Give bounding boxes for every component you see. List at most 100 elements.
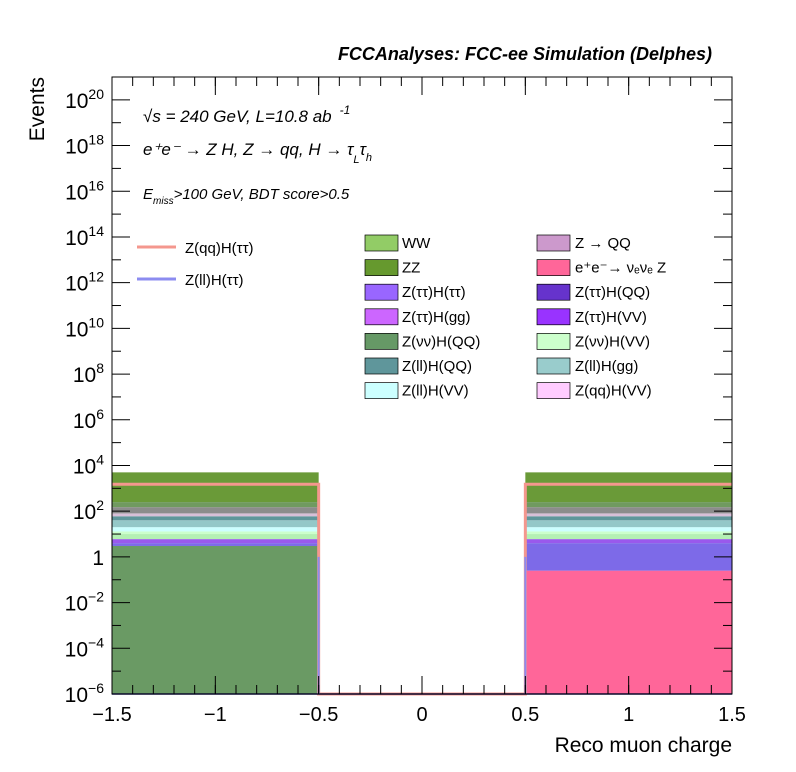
bar-segment (112, 534, 319, 540)
annotation-process: e⁺e⁻ → Z H, Z → qq, H → τLτh (143, 140, 372, 166)
annotation-energy-lumi: √s = 240 GeV, L=10.8 ab -1 (143, 103, 350, 126)
legend-fill-swatch (536, 333, 571, 350)
stacked-histogram (112, 472, 732, 694)
bar-segment (525, 507, 732, 514)
y-tick-exponent: 18 (88, 132, 104, 148)
bar-segment (112, 545, 319, 694)
x-tick-label: 0 (416, 704, 427, 726)
svg-text:e⁺e⁻ → Z H, Z → qq, H → τLτh: e⁺e⁻ → Z H, Z → qq, H → τLτh (143, 140, 372, 166)
bar-segment (525, 531, 732, 535)
bar-segment (112, 520, 319, 528)
y-tick-base: 10 (65, 227, 88, 250)
legend-label: Z(ττ)H(ττ) (402, 284, 466, 301)
legend: Z(qq)H(ττ) Z(ll)H(ττ) WW ZZ Z(ττ)H(ττ) Z(ττ)H… (137, 234, 666, 400)
bar-segment (525, 502, 732, 508)
annotation-selection: Emiss>100 GeV, BDT score>0.5 (143, 186, 350, 207)
x-tick-label: 1 (623, 704, 634, 726)
legend-fill-swatch (536, 234, 571, 252)
legend-label: Z(ττ)H(gg) (402, 309, 471, 326)
y-tick-label: 1016 (65, 177, 104, 204)
y-tick-label: 1018 (65, 132, 104, 159)
x-tick-label: 1.5 (718, 704, 746, 726)
legend-label: WW (402, 235, 431, 252)
y-tick-label: 10−6 (65, 680, 105, 707)
y-tick-exponent: −6 (88, 680, 104, 696)
axes: −1.5 −1 −0.5 0 0.5 1 1.51020101810161014101210… (65, 76, 746, 726)
y-tick-base: 10 (65, 273, 88, 296)
legend-fill-swatch (364, 357, 399, 375)
bar-segment (112, 513, 319, 517)
legend-label: Z(ττ)H(QQ) (575, 284, 650, 301)
bar-segment (112, 543, 319, 546)
bar-segment (112, 527, 319, 532)
legend-label: Z(qq)H(ττ) (185, 240, 254, 257)
legend-label: Z → QQ (575, 235, 631, 252)
legend-fill-swatch (364, 308, 399, 326)
energy-lumi-text: = 240 GeV, L=10.8 ab (161, 107, 332, 126)
x-tick-label: −0.5 (299, 704, 338, 726)
chart-title: FCCAnalyses: FCC-ee Simulation (Delphes) (338, 44, 712, 64)
svg-text:Emiss>100 GeV, BDT score>0.5: Emiss>100 GeV, BDT score>0.5 (143, 186, 350, 207)
y-tick-base: 10 (65, 181, 88, 204)
y-tick-label: 1020 (65, 86, 104, 113)
legend-label: Z(ll)H(gg) (575, 358, 638, 375)
legend-label: Z(νν)H(QQ) (402, 333, 480, 350)
y-tick-exponent: 12 (88, 269, 104, 285)
y-tick-base: 10 (65, 684, 88, 707)
tau-second: τ (360, 140, 368, 159)
y-tick-exponent: 14 (88, 223, 104, 239)
y-tick-exponent: 8 (96, 360, 104, 376)
y-tick-exponent: 4 (96, 451, 104, 467)
y-axis-label: Events (26, 77, 49, 141)
bar-segment (112, 502, 319, 508)
bar-segment (525, 472, 732, 503)
y-tick-exponent: 10 (88, 314, 104, 330)
y-tick-exponent: −4 (88, 634, 104, 650)
x-axis-label: Reco muon charge (555, 734, 732, 757)
y-tick-base: 10 (73, 410, 96, 433)
y-tick-base: 10 (65, 318, 88, 341)
y-tick-exponent: 16 (88, 177, 104, 193)
y-tick-label: 10−4 (65, 634, 105, 661)
bar-segment (525, 513, 732, 517)
y-tick-exponent: 2 (96, 497, 104, 513)
bar-segment (112, 472, 319, 503)
lumi-exponent: -1 (340, 103, 351, 117)
bar-segment (112, 539, 319, 544)
x-tick-label: −1.5 (92, 704, 131, 726)
y-tick-base: 10 (73, 455, 96, 478)
y-tick-base: 10 (65, 593, 88, 616)
bar-segment (112, 507, 319, 514)
sqrt-s: √s (143, 107, 161, 126)
legend-label: Z(ττ)H(VV) (575, 309, 647, 326)
legend-fill-swatch (536, 308, 571, 326)
legend-label: e⁺e⁻→ νₑνₑ Z (575, 260, 666, 277)
tau-subscript-h: h (366, 152, 372, 164)
legend-label: Z(ll)H(ττ) (185, 272, 244, 289)
bar-segment (525, 543, 732, 571)
bar-segment (525, 520, 732, 528)
y-tick-label: 1012 (65, 269, 104, 296)
emiss-subscript: miss (153, 196, 174, 207)
legend-fill-swatch (364, 234, 399, 252)
y-tick-label: 108 (73, 360, 104, 387)
process-text: e⁺e⁻ → Z H, Z → qq, H → τ (143, 140, 355, 159)
tau-subscript-l: L (353, 154, 359, 166)
legend-fill-swatch (536, 382, 571, 399)
y-tick-base: 1 (92, 547, 104, 570)
legend-label: Z(ll)H(VV) (402, 383, 469, 400)
y-tick-label: 102 (73, 497, 104, 524)
selection-text: >100 GeV, BDT score>0.5 (174, 186, 350, 203)
bar-segment (525, 539, 732, 544)
y-tick-base: 10 (73, 364, 96, 387)
y-tick-exponent: 20 (88, 86, 104, 102)
y-tick-base: 10 (73, 501, 96, 524)
y-tick-base: 10 (65, 90, 88, 113)
legend-fill-swatch (364, 382, 399, 399)
y-tick-base: 10 (65, 638, 88, 661)
legend-label: Z(ll)H(QQ) (402, 358, 472, 375)
x-tick-label: 0.5 (511, 704, 539, 726)
bar-segment (525, 527, 732, 532)
emiss-symbol: E (143, 186, 154, 203)
